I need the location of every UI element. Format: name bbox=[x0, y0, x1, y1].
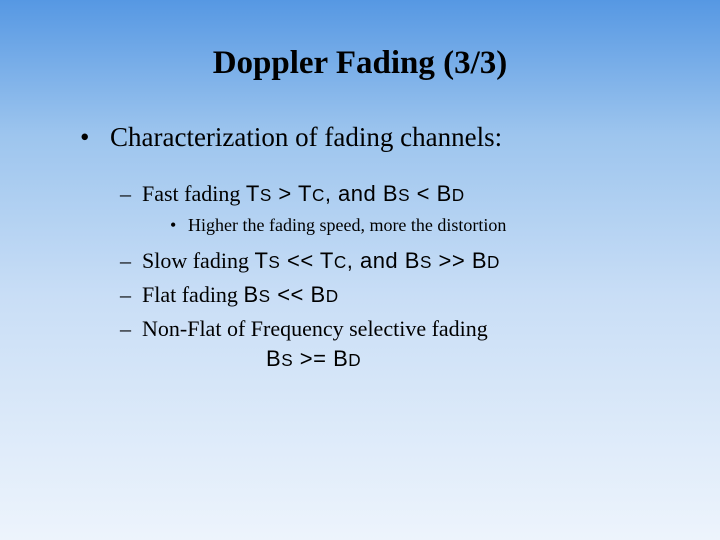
level1-text: Characterization of fading channels: bbox=[110, 122, 502, 152]
nonflat-line1: Non-Flat of Frequency selective fading bbox=[142, 316, 488, 341]
slide: Doppler Fading (3/3) •Characterization o… bbox=[0, 0, 720, 540]
dash-icon: – bbox=[120, 316, 142, 342]
sym: T bbox=[320, 248, 334, 273]
inline-formula: BS << BD bbox=[243, 282, 338, 307]
level3-distortion: •Higher the fading speed, more the disto… bbox=[170, 215, 720, 236]
sym: B bbox=[472, 248, 487, 273]
sym-sub: D bbox=[452, 185, 465, 205]
dash-icon: – bbox=[120, 282, 142, 308]
sym-sub: S bbox=[260, 185, 272, 205]
slide-title: Doppler Fading (3/3) bbox=[0, 45, 720, 82]
sym-op: >> bbox=[432, 248, 472, 273]
sym-sub: S bbox=[420, 252, 432, 272]
sym: B bbox=[311, 282, 326, 307]
sym-sub: D bbox=[348, 350, 361, 370]
bullet-dot-icon: • bbox=[170, 215, 188, 236]
sym: B bbox=[383, 181, 398, 206]
level2-flat-fading: –Flat fading BS << BD bbox=[120, 282, 720, 308]
dash-icon: – bbox=[120, 181, 142, 207]
sym-sub: S bbox=[268, 252, 280, 272]
sym: B bbox=[405, 248, 420, 273]
sym-sub: D bbox=[326, 286, 339, 306]
slow-prefix: Slow fading bbox=[142, 248, 254, 273]
sym: T bbox=[298, 181, 312, 206]
sym-op: << bbox=[271, 282, 311, 307]
sym-sub: C bbox=[312, 185, 325, 205]
sym-text: , and bbox=[347, 248, 405, 273]
inline-formula: TS > TC, and BS < BD bbox=[246, 181, 465, 206]
bullet-dot-icon: • bbox=[80, 122, 110, 153]
sym-sub: D bbox=[487, 252, 500, 272]
level2-nonflat-fading: –Non-Flat of Frequency selective fading … bbox=[120, 316, 720, 372]
sym-sub: S bbox=[259, 286, 271, 306]
sym: T bbox=[246, 181, 260, 206]
sym: B bbox=[437, 181, 452, 206]
sym: B bbox=[243, 282, 258, 307]
level1-item: •Characterization of fading channels: bbox=[80, 122, 720, 153]
sym: T bbox=[254, 248, 268, 273]
flat-prefix: Flat fading bbox=[142, 282, 243, 307]
sym-op: < bbox=[410, 181, 437, 206]
dash-icon: – bbox=[120, 248, 142, 274]
level2-slow-fading: –Slow fading TS << TC, and BS >> BD bbox=[120, 248, 720, 274]
fast-prefix: Fast fading bbox=[142, 181, 246, 206]
sym-sub: C bbox=[334, 252, 347, 272]
sym-sub: S bbox=[398, 185, 410, 205]
sym-op: << bbox=[280, 248, 320, 273]
sym-text: , and bbox=[325, 181, 383, 206]
sym-sub: S bbox=[281, 350, 293, 370]
level2-fast-fading: –Fast fading TS > TC, and BS < BD bbox=[120, 181, 720, 207]
level3-text: Higher the fading speed, more the distor… bbox=[188, 215, 506, 235]
sym: B bbox=[266, 346, 281, 371]
sym-op: >= bbox=[293, 346, 333, 371]
sym-op: > bbox=[272, 181, 298, 206]
sym: B bbox=[333, 346, 348, 371]
inline-formula: TS << TC, and BS >> BD bbox=[254, 248, 499, 273]
inline-formula: BS >= BD bbox=[266, 346, 720, 372]
